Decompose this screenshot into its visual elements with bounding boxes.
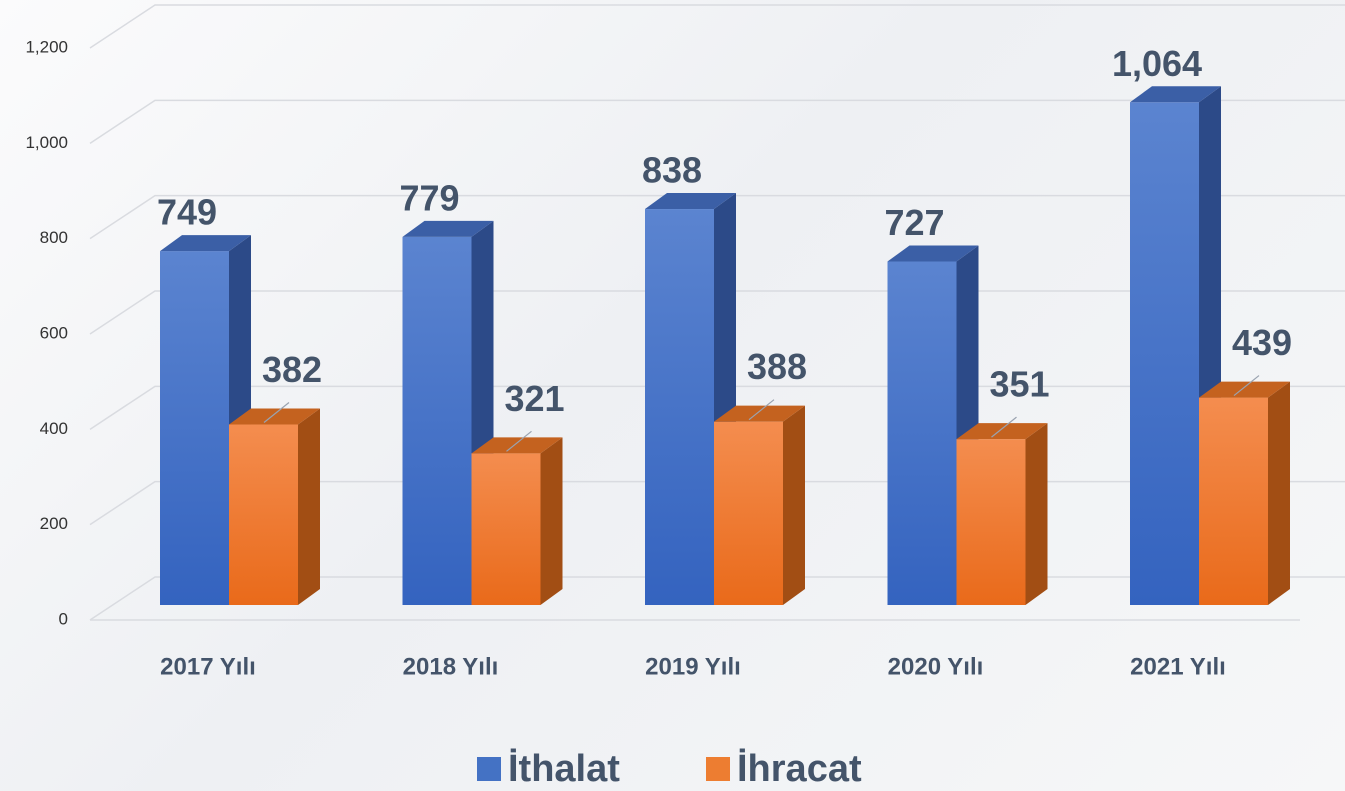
x-tick-label: 2021 Yılı	[1130, 653, 1226, 680]
x-tick-label: 2020 Yılı	[888, 653, 984, 680]
bar-top	[229, 408, 320, 425]
bar	[714, 421, 783, 605]
data-label: 388	[747, 346, 807, 387]
y-tick-label: 0	[59, 609, 68, 628]
leader-line	[1233, 375, 1260, 397]
bar	[887, 261, 957, 605]
bar	[229, 424, 298, 605]
leader-line	[506, 430, 532, 452]
bar-side	[540, 437, 563, 605]
bar-side	[783, 405, 805, 605]
bar	[471, 453, 541, 605]
y-tick-label: 600	[40, 323, 68, 342]
bar	[956, 439, 1026, 605]
data-label: 838	[642, 150, 702, 191]
bar	[1199, 397, 1268, 605]
bar-side	[1025, 423, 1048, 605]
data-label: 321	[504, 378, 564, 419]
bar	[402, 236, 472, 606]
legend-swatch	[706, 757, 730, 781]
leader-line	[748, 399, 775, 421]
bar-top	[1199, 381, 1290, 398]
bar-top	[1130, 86, 1221, 103]
bar-side	[1268, 381, 1290, 605]
bar-top	[956, 423, 1048, 440]
y-tick-label: 400	[40, 419, 68, 438]
bar-top	[887, 245, 979, 262]
bar	[1130, 102, 1199, 605]
leader-line	[991, 416, 1017, 438]
grid-line	[89, 194, 1345, 240]
bar-side	[298, 408, 320, 605]
x-tick-label: 2018 Yılı	[403, 653, 499, 680]
legend-label: İthalat	[508, 748, 620, 790]
bar	[160, 251, 229, 605]
bar	[645, 209, 714, 606]
legend-label: İhracat	[737, 748, 862, 790]
data-label: 1,064	[1112, 43, 1202, 84]
data-label: 727	[884, 202, 944, 243]
y-tick-label: 800	[40, 228, 68, 247]
bar-top	[402, 220, 494, 237]
data-label: 779	[399, 177, 459, 218]
data-label: 439	[1232, 322, 1292, 363]
data-label: 749	[157, 192, 217, 233]
grid-line	[89, 4, 1345, 49]
legend-swatch	[477, 757, 501, 781]
y-tick-label: 1,200	[25, 37, 68, 56]
data-label: 382	[262, 349, 322, 390]
bar-top	[645, 193, 736, 210]
bar-top	[471, 437, 563, 454]
y-tick-label: 200	[40, 514, 68, 533]
grid-line	[89, 99, 1345, 144]
data-label: 351	[989, 364, 1049, 405]
bar-top	[160, 235, 251, 252]
x-tick-label: 2017 Yılı	[160, 653, 256, 680]
bar-top	[714, 405, 805, 422]
x-tick-label: 2019 Yılı	[645, 653, 741, 680]
y-tick-label: 1,000	[25, 133, 68, 152]
leader-line	[263, 402, 290, 423]
